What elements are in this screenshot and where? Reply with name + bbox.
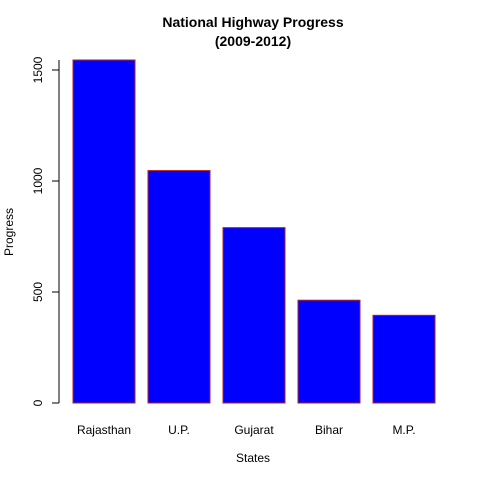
chart-subtitle: (2009-2012) [215,33,291,49]
y-tick-label: 500 [31,282,45,302]
bar-m-p [372,314,436,404]
x-tick-label: Rajasthan [77,423,131,437]
x-tick-label: Bihar [315,423,343,437]
x-tick-label: Gujarat [234,423,274,437]
y-axis-label: Progress [2,208,16,256]
bar-u-p [147,170,211,404]
x-tick-label: U.P. [168,423,190,437]
y-tick-label: 1000 [31,167,45,194]
bar-bihar [297,299,361,404]
y-tick-label: 1500 [31,56,45,83]
bars-group [72,59,436,404]
chart-title: National Highway Progress [162,14,343,30]
y-tick-label: 0 [31,399,45,406]
x-tick-label: M.P. [392,423,415,437]
bar-rajasthan [72,59,136,404]
x-axis-label: States [236,451,270,465]
bar-gujarat [222,227,286,404]
y-axis-ticks: 0 500 1000 1500 [31,56,59,406]
x-tick-labels: Rajasthan U.P. Gujarat Bihar M.P. [77,423,416,437]
